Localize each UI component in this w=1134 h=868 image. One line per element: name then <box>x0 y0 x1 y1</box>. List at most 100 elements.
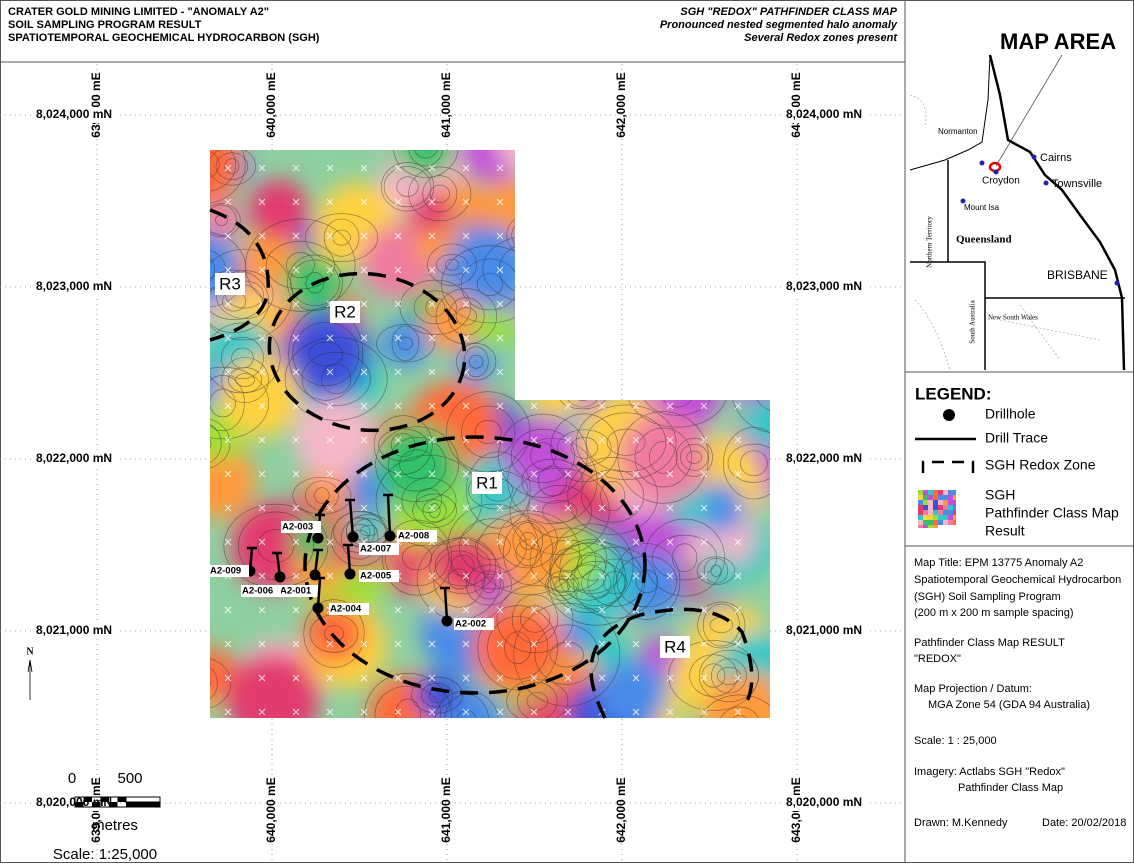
sample-x <box>632 572 640 580</box>
swatch-cell <box>928 525 933 528</box>
sample-x <box>258 572 266 580</box>
label-bg <box>784 451 866 467</box>
town <box>1031 154 1037 160</box>
raster-blob <box>225 653 320 718</box>
contour <box>285 252 315 278</box>
sample-x <box>224 436 232 444</box>
contour <box>210 248 293 341</box>
contour <box>649 441 678 474</box>
swatch-cell <box>943 520 948 525</box>
contour <box>210 150 256 186</box>
sample-x <box>326 538 334 546</box>
raster-blob <box>472 602 564 694</box>
checker-cell <box>83 797 92 802</box>
contour <box>474 419 502 445</box>
sample-x <box>258 368 266 376</box>
info-line: Pathfinder Class Map RESULT <box>914 637 1065 649</box>
sample-x <box>598 470 606 478</box>
contour <box>210 203 241 238</box>
place: New South Wales <box>988 314 1038 322</box>
swatch-cell <box>943 515 948 520</box>
sample-x <box>666 470 674 478</box>
sample-x <box>496 368 504 376</box>
contour <box>671 543 698 572</box>
sample-x <box>360 198 368 206</box>
contour <box>515 539 541 567</box>
contour <box>210 656 232 710</box>
sample-x <box>394 708 402 716</box>
sample-x <box>564 436 572 444</box>
sample-x <box>224 538 232 546</box>
sample-x <box>700 640 708 648</box>
sample-x <box>734 470 742 478</box>
north-arrow-shape <box>27 659 33 700</box>
swatch-cell <box>953 505 956 510</box>
sample-x <box>224 470 232 478</box>
sample-x <box>700 572 708 580</box>
sample-x <box>462 164 470 172</box>
swatch-cell <box>948 500 953 505</box>
contour <box>435 288 497 345</box>
swatch-cell <box>953 500 956 505</box>
contour <box>235 373 255 387</box>
swatch-cell <box>923 495 928 500</box>
contour <box>448 297 485 336</box>
drill-label: A2-006 <box>242 586 273 597</box>
contour <box>231 347 254 369</box>
drill-label-bg <box>209 565 249 577</box>
label-bg <box>34 451 116 467</box>
swatch-cell <box>948 510 953 515</box>
drillhole <box>344 568 356 580</box>
sample-x <box>258 198 266 206</box>
header-line: SGH "REDOX" PATHFINDER CLASS MAP <box>680 6 897 18</box>
contour <box>210 374 245 432</box>
contour <box>474 570 504 600</box>
sample-x <box>428 402 436 410</box>
place: Cairns <box>1040 152 1072 164</box>
sample-x <box>632 436 640 444</box>
contour <box>210 204 237 236</box>
contour <box>210 432 212 455</box>
contour <box>221 357 269 403</box>
swatch-cell <box>928 520 933 525</box>
sample-x <box>394 640 402 648</box>
contour <box>210 674 211 693</box>
contour <box>451 554 475 577</box>
sample-x <box>564 538 572 546</box>
sample-x <box>632 504 640 512</box>
contour <box>290 259 340 306</box>
contour <box>461 405 516 459</box>
sample-x <box>292 368 300 376</box>
swatch-cell <box>948 495 953 500</box>
sample-x <box>326 198 334 206</box>
contour <box>324 625 344 642</box>
zone-label-bg <box>472 472 502 494</box>
swatch-cell <box>918 520 923 525</box>
swatch-cell <box>953 515 956 520</box>
sample-x <box>462 198 470 206</box>
contour <box>513 602 621 707</box>
sample-x <box>292 198 300 206</box>
drill-label: A2-009 <box>210 566 241 577</box>
swatch-cell <box>923 500 928 505</box>
contour <box>554 548 583 572</box>
swatch-cell <box>928 495 933 500</box>
contour <box>537 465 567 497</box>
contour <box>413 150 438 159</box>
sample-x <box>462 266 470 274</box>
sample-x <box>292 640 300 648</box>
sample-x <box>666 572 674 580</box>
contour <box>292 321 360 387</box>
contour <box>455 307 477 326</box>
sample-x <box>428 674 436 682</box>
drill-label: A2-004 <box>330 604 362 615</box>
zone-r4 <box>589 607 754 719</box>
contour <box>680 443 709 471</box>
contour <box>447 503 539 590</box>
sample-x <box>530 640 538 648</box>
sample-x <box>428 232 436 240</box>
sample-x <box>428 368 436 376</box>
swatch-cell <box>938 495 943 500</box>
